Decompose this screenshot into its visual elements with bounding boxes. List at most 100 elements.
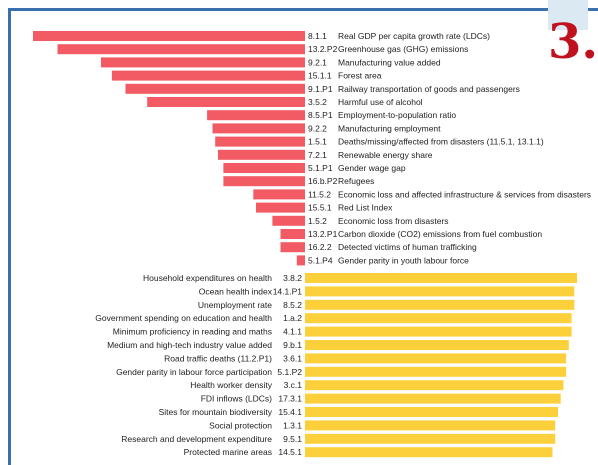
bar-code-label: 17.3.1 [278,394,302,404]
bar-code-label: 15.4.1 [278,407,302,417]
bar-indicator-label: Gender wage gap [338,163,406,173]
bar-indicator-label: Red List Index [338,203,393,213]
bar-indicator-label: Forest area [338,71,382,81]
bar-code-label: 13.2.P1 [308,229,338,239]
bar-indicator-label: Railway transportation of goods and pass… [338,84,520,94]
bar-code-label: 8.5.2 [283,300,302,310]
bar-code-label: 3.c.1 [284,380,303,390]
bar-code-label: 1.3.1 [283,420,302,430]
negative-bar [223,176,305,187]
bar-code-label: 5.1.P1 [308,163,333,173]
bar-code-label: 13.2.P2 [308,44,338,54]
negative-bars-group: 8.1.1 Real GDP per capita growth rate (LD… [33,31,591,266]
negative-bar [212,123,305,134]
negative-bar [125,83,305,94]
bar-code-label: 14.5.1 [278,447,302,457]
bar-indicator-label: Road traffic deaths (11.2.P1) [164,353,272,363]
negative-bar [256,202,305,213]
bar-code-label: 3.8.2 [283,273,302,283]
bar-code-label: 9.1.P1 [308,84,333,94]
bar-indicator-label: Carbon dioxide (CO2) emissions from fuel… [338,229,542,239]
bar-code-label: 9.b.1 [283,340,302,350]
positive-bar [305,447,553,458]
bar-indicator-label: Renewable energy share [338,150,433,160]
bar-code-label: 9.2.1 [308,57,327,67]
positive-bar [305,366,567,377]
positive-bar [305,380,564,391]
bar-indicator-label: Economic loss and affected infrastructur… [338,189,591,199]
positive-bar [305,340,569,350]
bar-indicator-label: Economic loss from disasters [338,216,449,226]
positive-bar [305,286,575,297]
negative-bar [280,242,305,253]
bar-code-label: 9.2.2 [308,123,327,133]
negative-bar [215,136,305,147]
bar-indicator-label: Ocean health index [199,286,273,296]
positive-bar [305,353,567,364]
bar-indicator-label: Harmful use of alcohol [338,97,423,107]
bar-code-label: 3.5.2 [308,97,327,107]
negative-bar [57,44,305,55]
negative-bar [280,229,305,239]
frame-top [0,0,598,8]
bar-indicator-label: Social protection [209,420,272,430]
bar-indicator-label: Gender parity in youth labour force [338,255,469,265]
bar-indicator-label: Deaths/missing/affected from disasters (… [338,137,544,147]
bar-code-label: 5.1.P2 [277,367,302,377]
frame-left [0,0,8,465]
section-number: 3. [548,14,598,70]
bar-code-label: 5.1.P4 [308,255,333,265]
positive-bar [305,407,558,417]
bar-code-label: 1.a.2 [283,313,302,323]
positive-bar [305,420,556,431]
frame-border-left [8,8,11,465]
positive-bar [305,313,572,324]
negative-bar [272,215,305,226]
frame-border-top [8,8,598,11]
negative-bar [33,31,305,41]
bar-code-label: 9.5.1 [283,434,302,444]
bar-code-label: 15.1.1 [308,71,332,81]
bar-indicator-label: Household expenditures on health [143,273,272,283]
positive-bar [305,326,572,337]
bar-code-label: 15.5.1 [308,203,332,213]
positive-bar [305,433,556,444]
negative-bar [223,163,305,173]
bar-indicator-label: Research and development expenditure [121,434,272,444]
negative-bar [253,189,305,200]
decorative-panel [548,0,588,30]
bar-indicator-label: Greenhouse gas (GHG) emissions [338,44,468,54]
negative-bar [147,97,305,107]
bar-indicator-label: FDI inflows (LDCs) [201,394,272,404]
bar-code-label: 7.2.1 [308,150,327,160]
bar-indicator-label: Minimum proficiency in reading and maths [113,327,272,337]
positive-bar [305,299,575,310]
negative-bar [207,110,305,121]
bar-code-label: 8.5.P1 [308,110,333,120]
negative-bar [218,149,305,160]
negative-bar [101,57,305,68]
bar-indicator-label: Medium and high-tech industry value adde… [107,340,272,350]
bar-code-label: 1.5.2 [308,216,327,226]
negative-bar [296,255,305,266]
bar-code-label: 14.1.P1 [273,286,303,296]
bar-code-label: 16.2.2 [308,242,332,252]
negative-bar [111,70,306,81]
bar-indicator-label: Employment-to-population ratio [338,110,456,120]
bar-code-label: 4.1.1 [283,327,302,337]
positive-bar [305,273,577,283]
bar-indicator-label: Gender parity in labour force participat… [116,367,272,377]
bar-code-label: 1.5.1 [308,137,327,147]
bar-indicator-label: Detected victims of human trafficking [338,242,477,252]
bar-indicator-label: Protected marine areas [184,447,272,457]
bar-indicator-label: Sites for mountain biodiversity [159,407,273,417]
bar-code-label: 16.b.P2 [308,176,338,186]
bar-indicator-label: Government spending on education and hea… [95,313,272,323]
bar-code-label: 3.6.1 [283,353,302,363]
bar-code-label: 11.5.2 [308,189,331,199]
bar-code-label: 8.1.1 [308,31,327,41]
bar-indicator-label: Unemployment rate [198,300,272,310]
bar-indicator-label: Health worker density [190,380,272,390]
